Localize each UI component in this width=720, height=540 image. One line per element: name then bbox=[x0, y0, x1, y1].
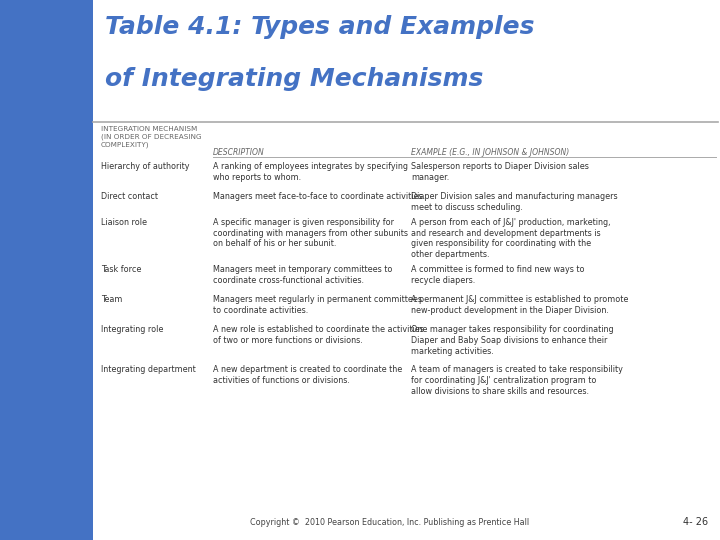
Text: INTEGRATION MECHANISM
(IN ORDER OF DECREASING
COMPLEXITY): INTEGRATION MECHANISM (IN ORDER OF DECRE… bbox=[101, 126, 202, 148]
Text: Managers meet face-to-face to coordinate activities.: Managers meet face-to-face to coordinate… bbox=[213, 192, 425, 201]
Text: Hierarchy of authority: Hierarchy of authority bbox=[101, 162, 189, 171]
Text: Team: Team bbox=[101, 295, 122, 304]
Bar bbox=[93, 0, 720, 540]
Text: One manager takes responsibility for coordinating
Diaper and Baby Soap divisions: One manager takes responsibility for coo… bbox=[411, 325, 613, 355]
Text: Direct contact: Direct contact bbox=[101, 192, 158, 201]
Text: A ranking of employees integrates by specifying
who reports to whom.: A ranking of employees integrates by spe… bbox=[213, 162, 408, 182]
Text: 4- 26: 4- 26 bbox=[683, 517, 708, 527]
Text: Diaper Division sales and manufacturing managers
meet to discuss scheduling.: Diaper Division sales and manufacturing … bbox=[411, 192, 618, 212]
Text: Liaison role: Liaison role bbox=[101, 218, 147, 227]
Text: A committee is formed to find new ways to
recycle diapers.: A committee is formed to find new ways t… bbox=[411, 265, 585, 285]
Text: Copyright ©  2010 Pearson Education, Inc. Publishing as Prentice Hall: Copyright © 2010 Pearson Education, Inc.… bbox=[251, 518, 530, 527]
Text: DESCRIPTION: DESCRIPTION bbox=[213, 148, 265, 157]
Text: Task force: Task force bbox=[101, 265, 141, 274]
Text: A specific manager is given responsibility for
coordinating with managers from o: A specific manager is given responsibili… bbox=[213, 218, 408, 248]
Text: Managers meet regularly in permanent committees
to coordinate activities.: Managers meet regularly in permanent com… bbox=[213, 295, 422, 315]
Text: Managers meet in temporary committees to
coordinate cross-functional activities.: Managers meet in temporary committees to… bbox=[213, 265, 392, 285]
Text: A person from each of J&J' production, marketing,
and research and development d: A person from each of J&J' production, m… bbox=[411, 218, 611, 259]
Text: Salesperson reports to Diaper Division sales
manager.: Salesperson reports to Diaper Division s… bbox=[411, 162, 589, 182]
Bar bbox=[0, 0, 93, 540]
Text: Table 4.1: Types and Examples: Table 4.1: Types and Examples bbox=[105, 15, 534, 39]
Text: EXAMPLE (E.G., IN JOHNSON & JOHNSON): EXAMPLE (E.G., IN JOHNSON & JOHNSON) bbox=[411, 148, 570, 157]
Text: of Integrating Mechanisms: of Integrating Mechanisms bbox=[105, 67, 483, 91]
Text: Integrating department: Integrating department bbox=[101, 365, 196, 374]
Text: Integrating role: Integrating role bbox=[101, 325, 163, 334]
Text: A new department is created to coordinate the
activities of functions or divisio: A new department is created to coordinat… bbox=[213, 365, 402, 384]
Text: A permanent J&J committee is established to promote
new-product development in t: A permanent J&J committee is established… bbox=[411, 295, 629, 315]
Text: A team of managers is created to take responsibility
for coordinating J&J' centr: A team of managers is created to take re… bbox=[411, 365, 623, 395]
Text: A new role is established to coordinate the activities
of two or more functions : A new role is established to coordinate … bbox=[213, 325, 424, 345]
